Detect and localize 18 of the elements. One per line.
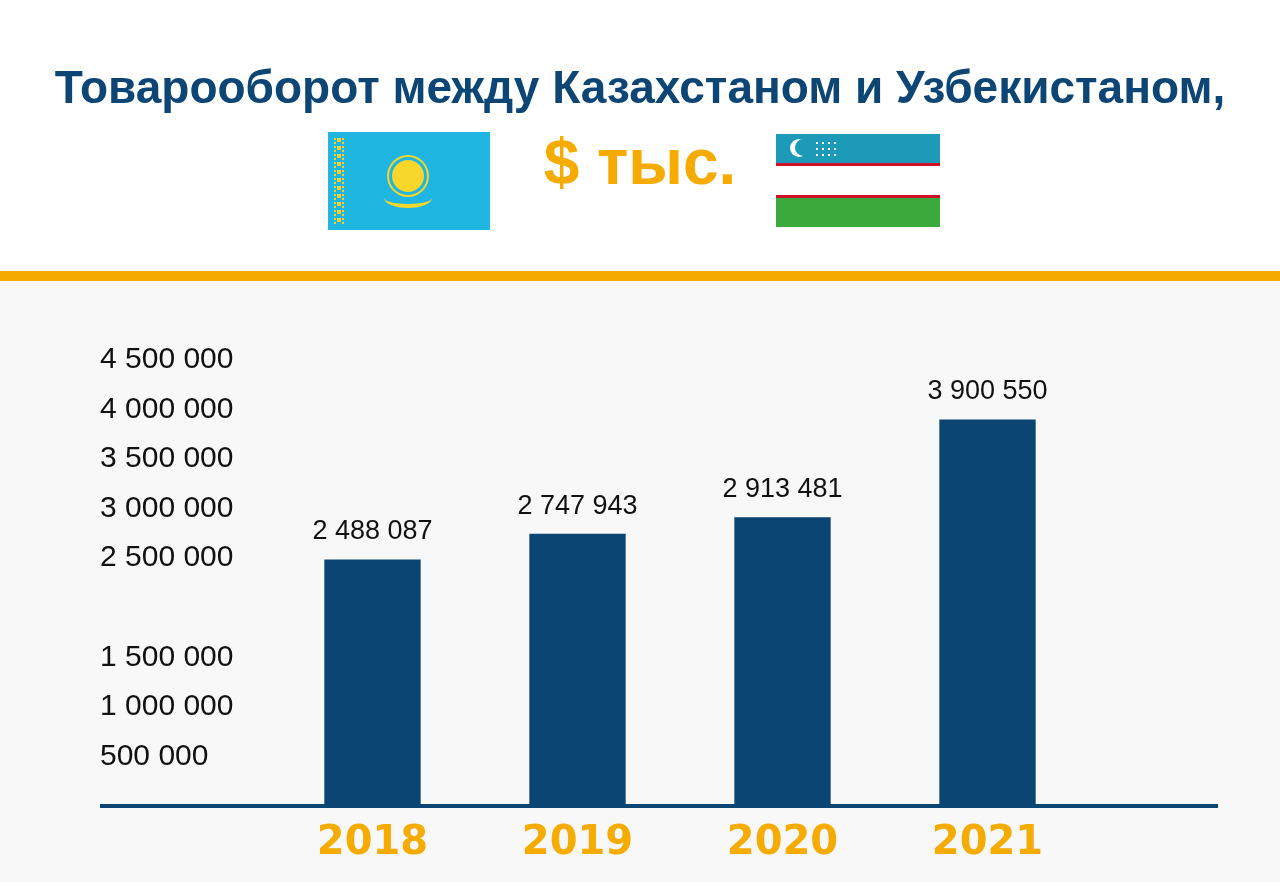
y-tick-label: 500 000 xyxy=(100,737,209,771)
x-tick-label: 2019 xyxy=(521,817,634,864)
y-tick-label: 1 500 000 xyxy=(100,638,234,672)
chart-subtitle: $ тыс. xyxy=(542,125,738,200)
data-label: 2 913 481 xyxy=(722,473,843,504)
y-tick-label: 3 500 000 xyxy=(100,440,234,474)
data-label: 2 488 087 xyxy=(312,515,433,546)
y-tick-label: 4 000 000 xyxy=(100,390,234,424)
data-label: 2 747 943 xyxy=(517,489,638,520)
chart-title: Товарооборот между Казахстаном и Узбекистаном, xyxy=(53,60,1227,115)
y-tick-label: 3 000 000 xyxy=(100,489,234,523)
y-tick-label: 1 000 000 xyxy=(100,688,234,722)
x-tick-label: 2021 xyxy=(931,817,1044,864)
x-tick-label: 2018 xyxy=(316,817,429,864)
y-tick-label: 4 500 000 xyxy=(100,341,234,375)
y-tick-label: 2 500 000 xyxy=(100,539,234,573)
data-label: 3 900 550 xyxy=(927,375,1048,406)
x-tick-label: 2020 xyxy=(726,817,839,864)
